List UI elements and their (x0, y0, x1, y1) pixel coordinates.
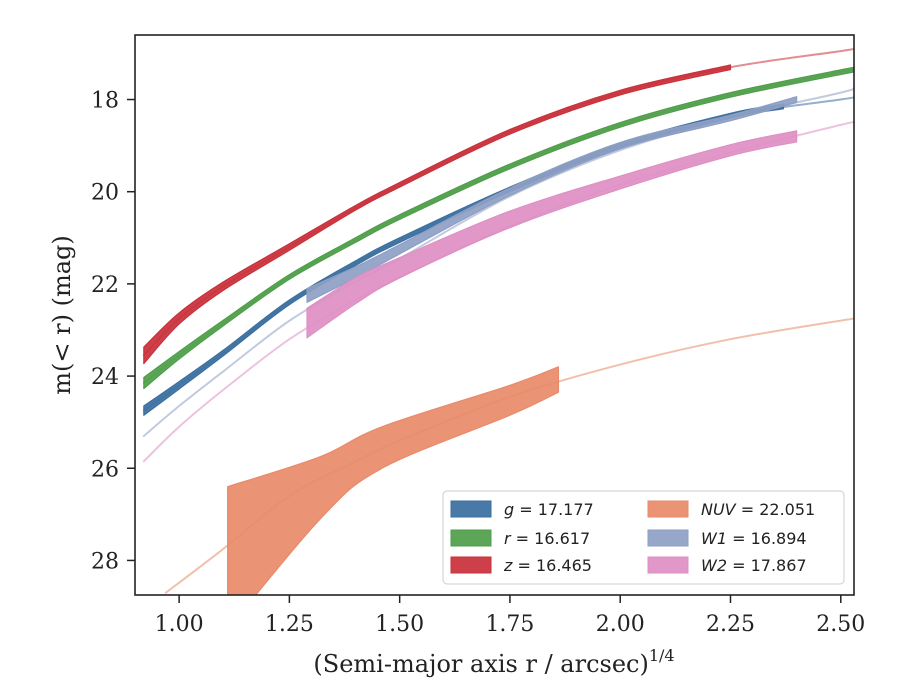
legend-value: = 16.617 (511, 529, 591, 548)
x-tick-label: 2.50 (816, 612, 865, 637)
x-axis-title-exponent: 1/4 (649, 646, 675, 665)
legend-symbol: r (504, 529, 512, 548)
legend-label-0: g = 17.177 (504, 500, 594, 519)
data-band-3 (227, 366, 560, 595)
legend-symbol: W2 (701, 556, 727, 575)
legend-value: = 17.867 (727, 556, 807, 575)
x-axis-title-text: (Semi-major axis r / arcsec) (313, 650, 648, 678)
x-tick-label: 1.50 (375, 612, 424, 637)
x-tick-label: 1.00 (155, 612, 204, 637)
x-tick-label: 2.00 (596, 612, 645, 637)
x-tick-label: 1.75 (485, 612, 534, 637)
legend-label-3: NUV = 22.051 (701, 500, 815, 519)
legend-value: = 16.465 (512, 556, 592, 575)
y-axis-title: m(< r) (mag) (48, 235, 76, 394)
legend-swatch-3 (647, 500, 689, 518)
y-tick-label: 24 (91, 365, 119, 390)
legend-label-5: W2 = 17.867 (701, 556, 807, 575)
legend-label-2: z = 16.465 (503, 556, 592, 575)
x-tick-label: 2.25 (706, 612, 755, 637)
legend-box (442, 490, 845, 585)
legend-symbol: g (504, 500, 514, 519)
y-tick-label: 28 (91, 549, 119, 574)
legend-value: = 16.894 (727, 529, 807, 548)
data-band-4 (306, 96, 798, 303)
data-band-0 (143, 103, 785, 416)
y-tick-label: 20 (91, 181, 119, 206)
legend-symbol: W1 (701, 529, 727, 548)
legend-symbol: NUV (701, 500, 737, 519)
legend-swatch-0 (450, 500, 492, 518)
y-tick-label: 18 (91, 89, 119, 114)
y-tick-label: 26 (91, 457, 119, 482)
legend-swatch-5 (647, 556, 689, 574)
legend-swatch-1 (450, 529, 492, 547)
legend-swatch-4 (647, 529, 689, 547)
data-band-5 (306, 130, 798, 339)
legend-label-1: r = 16.617 (504, 529, 590, 548)
x-axis-ticks: 1.00 1.25 1.50 1.75 2.00 2.25 2.50 (155, 595, 865, 637)
data-band-2 (143, 64, 732, 365)
legend-symbol: z (503, 556, 513, 575)
legend-value: = 17.177 (514, 500, 594, 519)
y-tick-label: 22 (91, 273, 119, 298)
legend-swatch-2 (450, 556, 492, 574)
legend-value: = 22.051 (736, 500, 816, 519)
x-axis-title: (Semi-major axis r / arcsec)1/4 (313, 646, 674, 678)
plot-frame (134, 34, 855, 596)
legend-label-4: W1 = 16.894 (701, 529, 807, 548)
series-layer (142, 47, 854, 595)
data-band-1 (143, 66, 854, 390)
y-axis-ticks: 18 20 22 24 26 28 (91, 89, 135, 574)
x-tick-label: 1.25 (265, 612, 314, 637)
